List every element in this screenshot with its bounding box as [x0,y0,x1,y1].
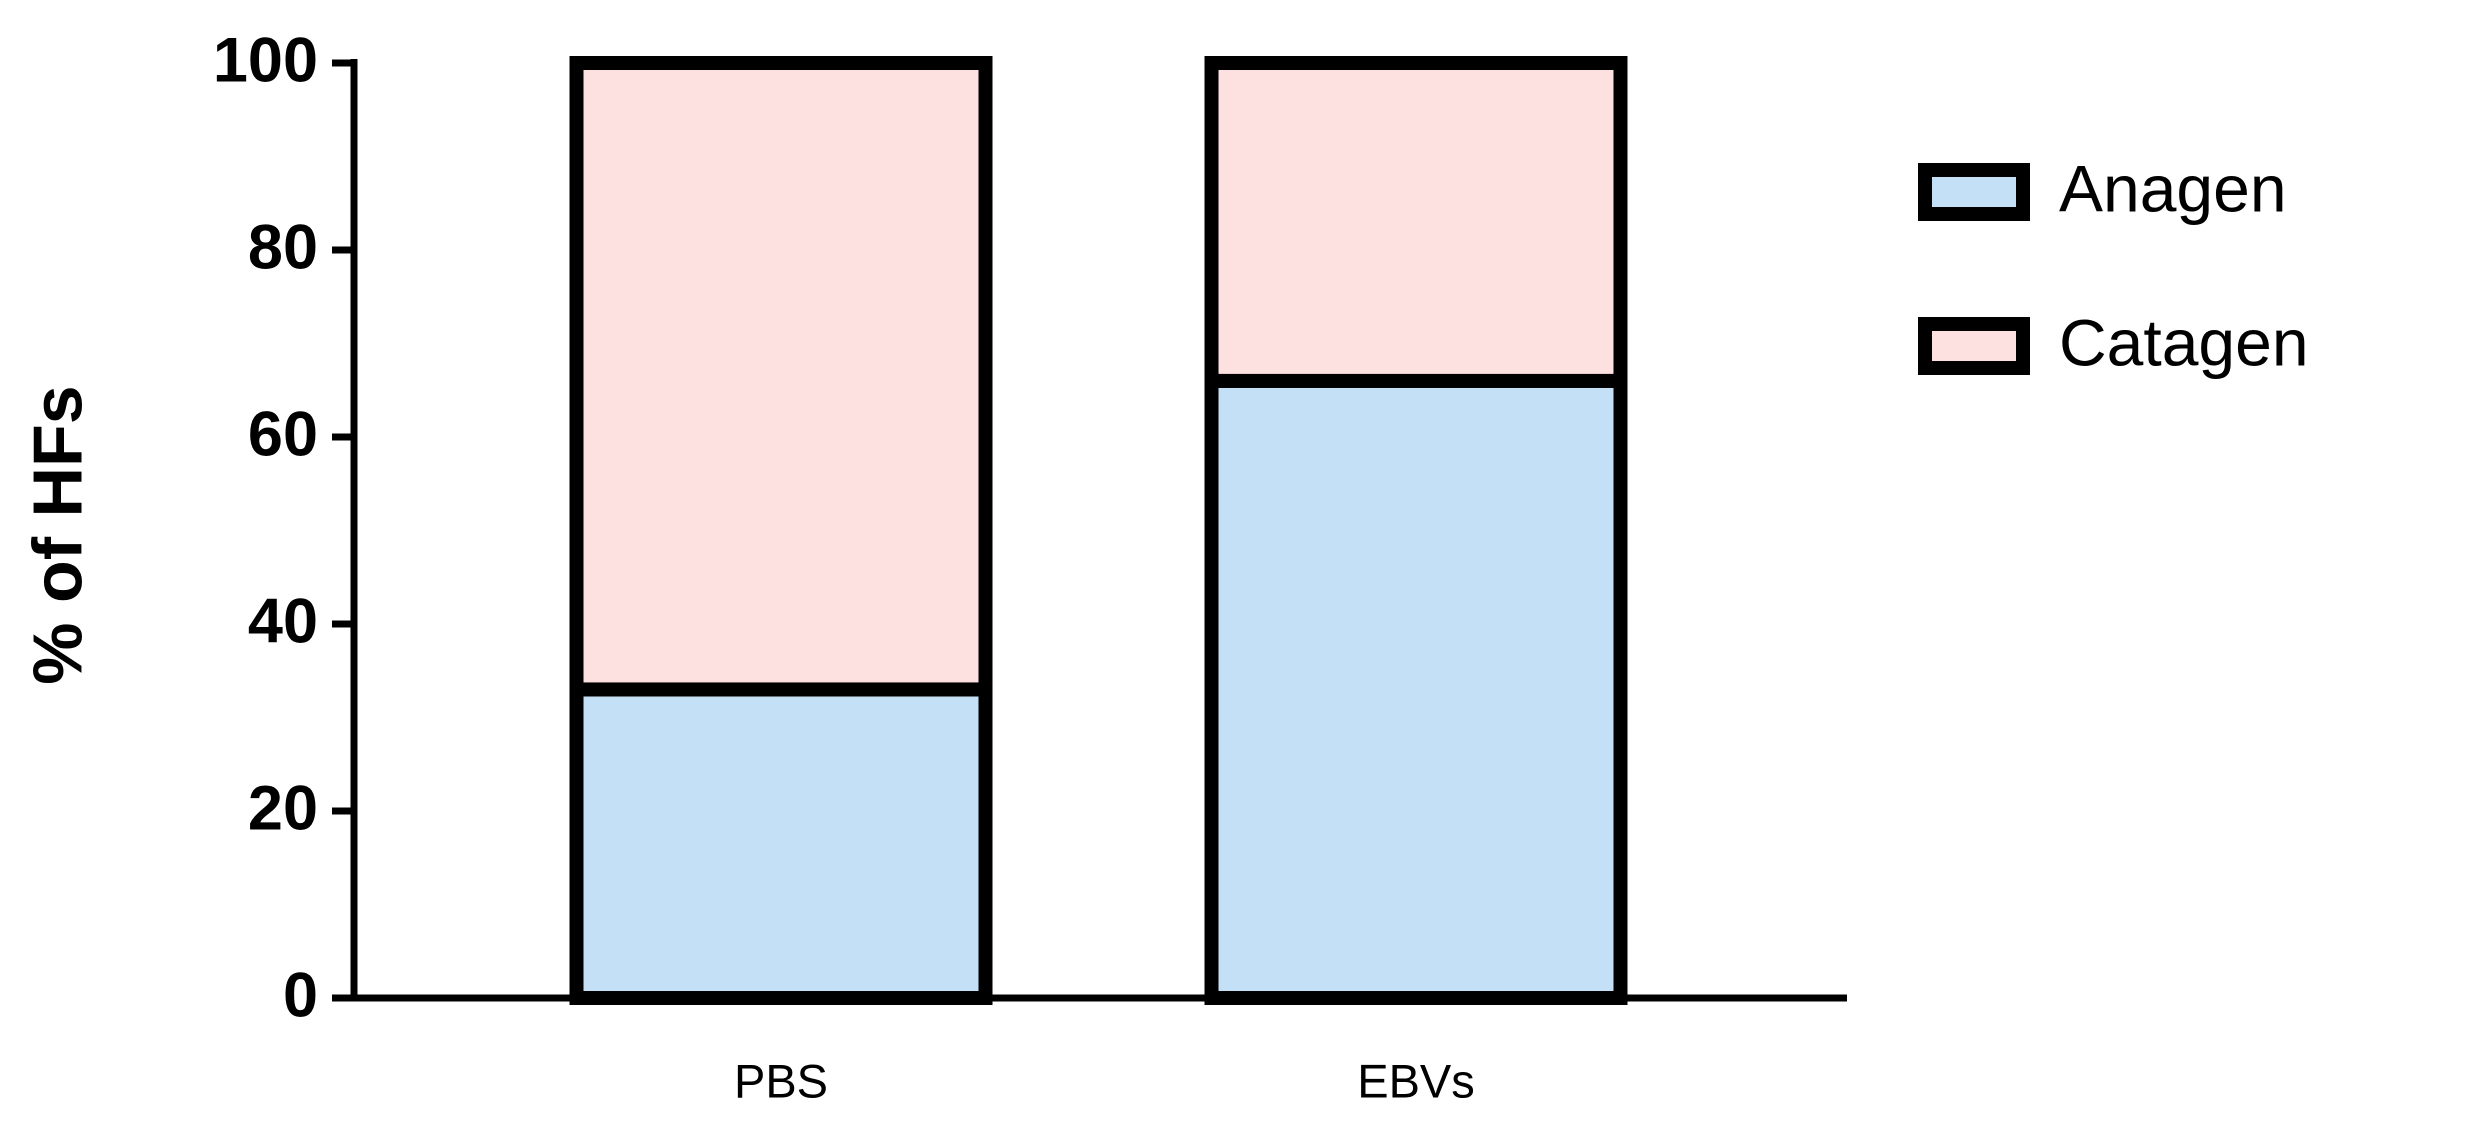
y-tick-label: 60 [248,400,318,470]
bar-segment [569,682,993,1005]
y-tick-label: 20 [248,774,318,844]
y-tick-label: 80 [248,213,318,283]
x-tick-label: PBS [734,1054,828,1107]
legend-label: Catagen [2059,305,2309,379]
legend-swatch [1918,163,2030,221]
bar-segment [1204,373,1628,1005]
y-tick-label: 0 [283,961,318,1031]
bar-segment [569,56,993,697]
bar-segment [1204,56,1628,388]
legend-label: Anagen [2059,151,2287,225]
y-tick-label: 40 [248,587,318,657]
x-tick-label: EBVs [1357,1054,1475,1107]
legend-swatch [1918,317,2030,375]
y-tick-label: 100 [213,26,318,96]
y-axis-title: % of HFs [18,385,96,684]
